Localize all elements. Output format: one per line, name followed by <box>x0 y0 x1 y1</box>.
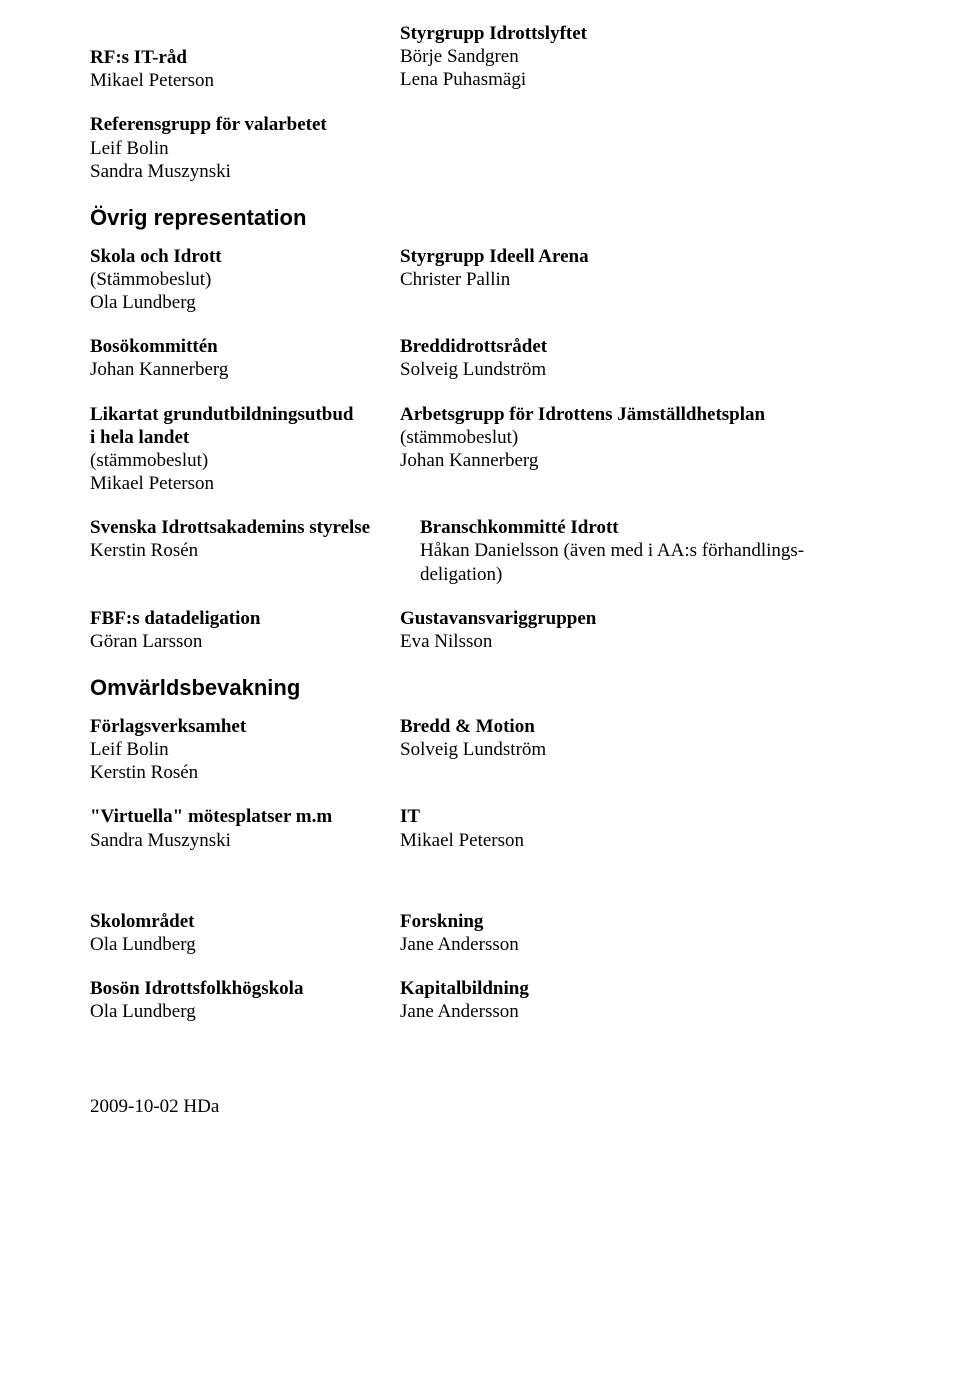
rfs-it-rad-heading: RF:s IT-råd <box>90 46 400 69</box>
footer-date: 2009-10-02 HDa <box>90 1095 870 1118</box>
likartat-p2: Mikael Peterson <box>90 472 400 495</box>
ovr-r1: Styrgrupp Ideell Arena Christer Pallin <box>400 245 870 291</box>
virtuella-motesplatser-p1: Sandra Muszynski <box>90 829 400 852</box>
ovr-r5: Gustavansvariggruppen Eva Nilsson <box>400 607 870 653</box>
omv-l3: Skolområdet Ola Lundberg <box>90 910 400 956</box>
skola-och-idrott-p2: Ola Lundberg <box>90 291 400 314</box>
omv-r4: Kapitalbildning Jane Andersson <box>400 977 870 1023</box>
bredd-motion-p1: Solveig Lundström <box>400 738 870 761</box>
ovr-r2: Breddidrottsrådet Solveig Lundström <box>400 335 870 381</box>
gustavansvariggruppen-p1: Eva Nilsson <box>400 630 870 653</box>
it-heading: IT <box>400 805 870 828</box>
ovr-row3: Likartat grundutbildningsutbud i hela la… <box>90 403 870 496</box>
omv-l1: Förlagsverksamhet Leif Bolin Kerstin Ros… <box>90 715 400 785</box>
virtuella-motesplatser-heading: "Virtuella" mötesplatser m.m <box>90 805 400 828</box>
kapitalbildning-heading: Kapitalbildning <box>400 977 870 1000</box>
ovr-l4: Svenska Idrottsakademins styrelse Kersti… <box>90 516 420 562</box>
ovr-l5: FBF:s datadeligation Göran Larsson <box>90 607 400 653</box>
it-p1: Mikael Peterson <box>400 829 870 852</box>
breddidrottsradet-heading: Breddidrottsrådet <box>400 335 870 358</box>
arbetsgrupp-p1: (stämmobeslut) <box>400 426 870 449</box>
referensgrupp-heading: Referensgrupp för valarbetet <box>90 113 870 136</box>
top-right: Styrgrupp Idrottslyftet Börje Sandgren L… <box>400 22 870 92</box>
ovr-row5: FBF:s datadeligation Göran Larsson Gusta… <box>90 607 870 653</box>
svenska-idrottsakademin-p1: Kerstin Rosén <box>90 539 420 562</box>
omv-l2: "Virtuella" mötesplatser m.m Sandra Musz… <box>90 805 400 851</box>
styrgrupp-ideell-arena-p1: Christer Pallin <box>400 268 870 291</box>
skolomradet-heading: Skolområdet <box>90 910 400 933</box>
ovr-r3: Arbetsgrupp för Idrottens Jämställdhetsp… <box>400 403 870 473</box>
likartat-heading-2: i hela landet <box>90 426 400 449</box>
ovr-row4: Svenska Idrottsakademins styrelse Kersti… <box>90 516 870 586</box>
ovr-l3: Likartat grundutbildningsutbud i hela la… <box>90 403 400 496</box>
forlagsverksamhet-p1: Leif Bolin <box>90 738 400 761</box>
omv-row1: Förlagsverksamhet Leif Bolin Kerstin Ros… <box>90 715 870 785</box>
styrgrupp-idrottslyftet-p2: Lena Puhasmägi <box>400 68 870 91</box>
top-row: RF:s IT-råd Mikael Peterson Styrgrupp Id… <box>90 22 870 92</box>
forskning-p1: Jane Andersson <box>400 933 870 956</box>
ovr-row2: Bosökommittén Johan Kannerberg Breddidro… <box>90 335 870 381</box>
breddidrottsradet-p1: Solveig Lundström <box>400 358 870 381</box>
forlagsverksamhet-p2: Kerstin Rosén <box>90 761 400 784</box>
forlagsverksamhet-heading: Förlagsverksamhet <box>90 715 400 738</box>
skola-och-idrott-heading: Skola och Idrott <box>90 245 400 268</box>
branschkommitte-p2: deligation) <box>420 563 870 586</box>
styrgrupp-idrottslyftet-p1: Börje Sandgren <box>400 45 870 68</box>
arbetsgrupp-p2: Johan Kannerberg <box>400 449 870 472</box>
branschkommitte-p1: Håkan Danielsson (även med i AA:s förhan… <box>420 539 870 562</box>
likartat-heading-1: Likartat grundutbildningsutbud <box>90 403 400 426</box>
boson-idrottsfolkhogskola-p1: Ola Lundberg <box>90 1000 400 1023</box>
fbf-datadeligation-heading: FBF:s datadeligation <box>90 607 400 630</box>
omv-row2: "Virtuella" mötesplatser m.m Sandra Musz… <box>90 805 870 851</box>
top-left: RF:s IT-råd Mikael Peterson <box>90 22 400 92</box>
kapitalbildning-p1: Jane Andersson <box>400 1000 870 1023</box>
omv-r1: Bredd & Motion Solveig Lundström <box>400 715 870 761</box>
styrgrupp-ideell-arena-heading: Styrgrupp Ideell Arena <box>400 245 870 268</box>
omv-row4: Bosön Idrottsfolkhögskola Ola Lundberg K… <box>90 977 870 1023</box>
spacer <box>90 875 870 910</box>
ovr-r4: Branschkommitté Idrott Håkan Danielsson … <box>420 516 870 586</box>
fbf-datadeligation-p1: Göran Larsson <box>90 630 400 653</box>
forskning-heading: Forskning <box>400 910 870 933</box>
skola-och-idrott-p1: (Stämmobeslut) <box>90 268 400 291</box>
svenska-idrottsakademin-heading: Svenska Idrottsakademins styrelse <box>90 516 420 539</box>
referensgrupp-p1: Leif Bolin <box>90 137 870 160</box>
boson-idrottsfolkhogskola-heading: Bosön Idrottsfolkhögskola <box>90 977 400 1000</box>
omv-r3: Forskning Jane Andersson <box>400 910 870 956</box>
referensgrupp-p2: Sandra Muszynski <box>90 160 870 183</box>
omv-row3: Skolområdet Ola Lundberg Forskning Jane … <box>90 910 870 956</box>
branschkommitte-heading: Branschkommitté Idrott <box>420 516 870 539</box>
section-ovrigrep-title: Övrig representation <box>90 205 870 232</box>
ovr-l2: Bosökommittén Johan Kannerberg <box>90 335 400 381</box>
referensgrupp-block: Referensgrupp för valarbetet Leif Bolin … <box>90 113 870 183</box>
gustavansvariggruppen-heading: Gustavansvariggruppen <box>400 607 870 630</box>
ovr-l1: Skola och Idrott (Stämmobeslut) Ola Lund… <box>90 245 400 315</box>
section-omvarldsbevakning-title: Omvärldsbevakning <box>90 675 870 702</box>
bosokommitten-p1: Johan Kannerberg <box>90 358 400 381</box>
likartat-p1: (stämmobeslut) <box>90 449 400 472</box>
skolomradet-p1: Ola Lundberg <box>90 933 400 956</box>
arbetsgrupp-heading: Arbetsgrupp för Idrottens Jämställdhetsp… <box>400 403 870 426</box>
ovr-row1: Skola och Idrott (Stämmobeslut) Ola Lund… <box>90 245 870 315</box>
bredd-motion-heading: Bredd & Motion <box>400 715 870 738</box>
omv-r2: IT Mikael Peterson <box>400 805 870 851</box>
rfs-it-rad-person: Mikael Peterson <box>90 69 400 92</box>
omv-l4: Bosön Idrottsfolkhögskola Ola Lundberg <box>90 977 400 1023</box>
styrgrupp-idrottslyftet-heading: Styrgrupp Idrottslyftet <box>400 22 870 45</box>
bosokommitten-heading: Bosökommittén <box>90 335 400 358</box>
